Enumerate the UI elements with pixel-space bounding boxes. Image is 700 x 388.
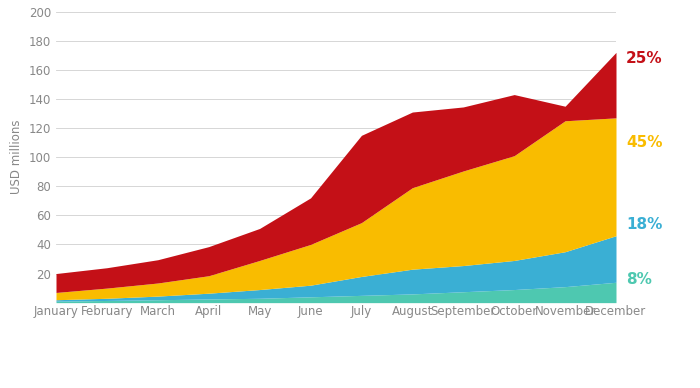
Text: 25%: 25% (626, 51, 663, 66)
Text: 8%: 8% (626, 272, 652, 287)
Y-axis label: USD millions: USD millions (10, 120, 23, 194)
Text: 45%: 45% (626, 135, 663, 150)
Text: 18%: 18% (626, 217, 663, 232)
